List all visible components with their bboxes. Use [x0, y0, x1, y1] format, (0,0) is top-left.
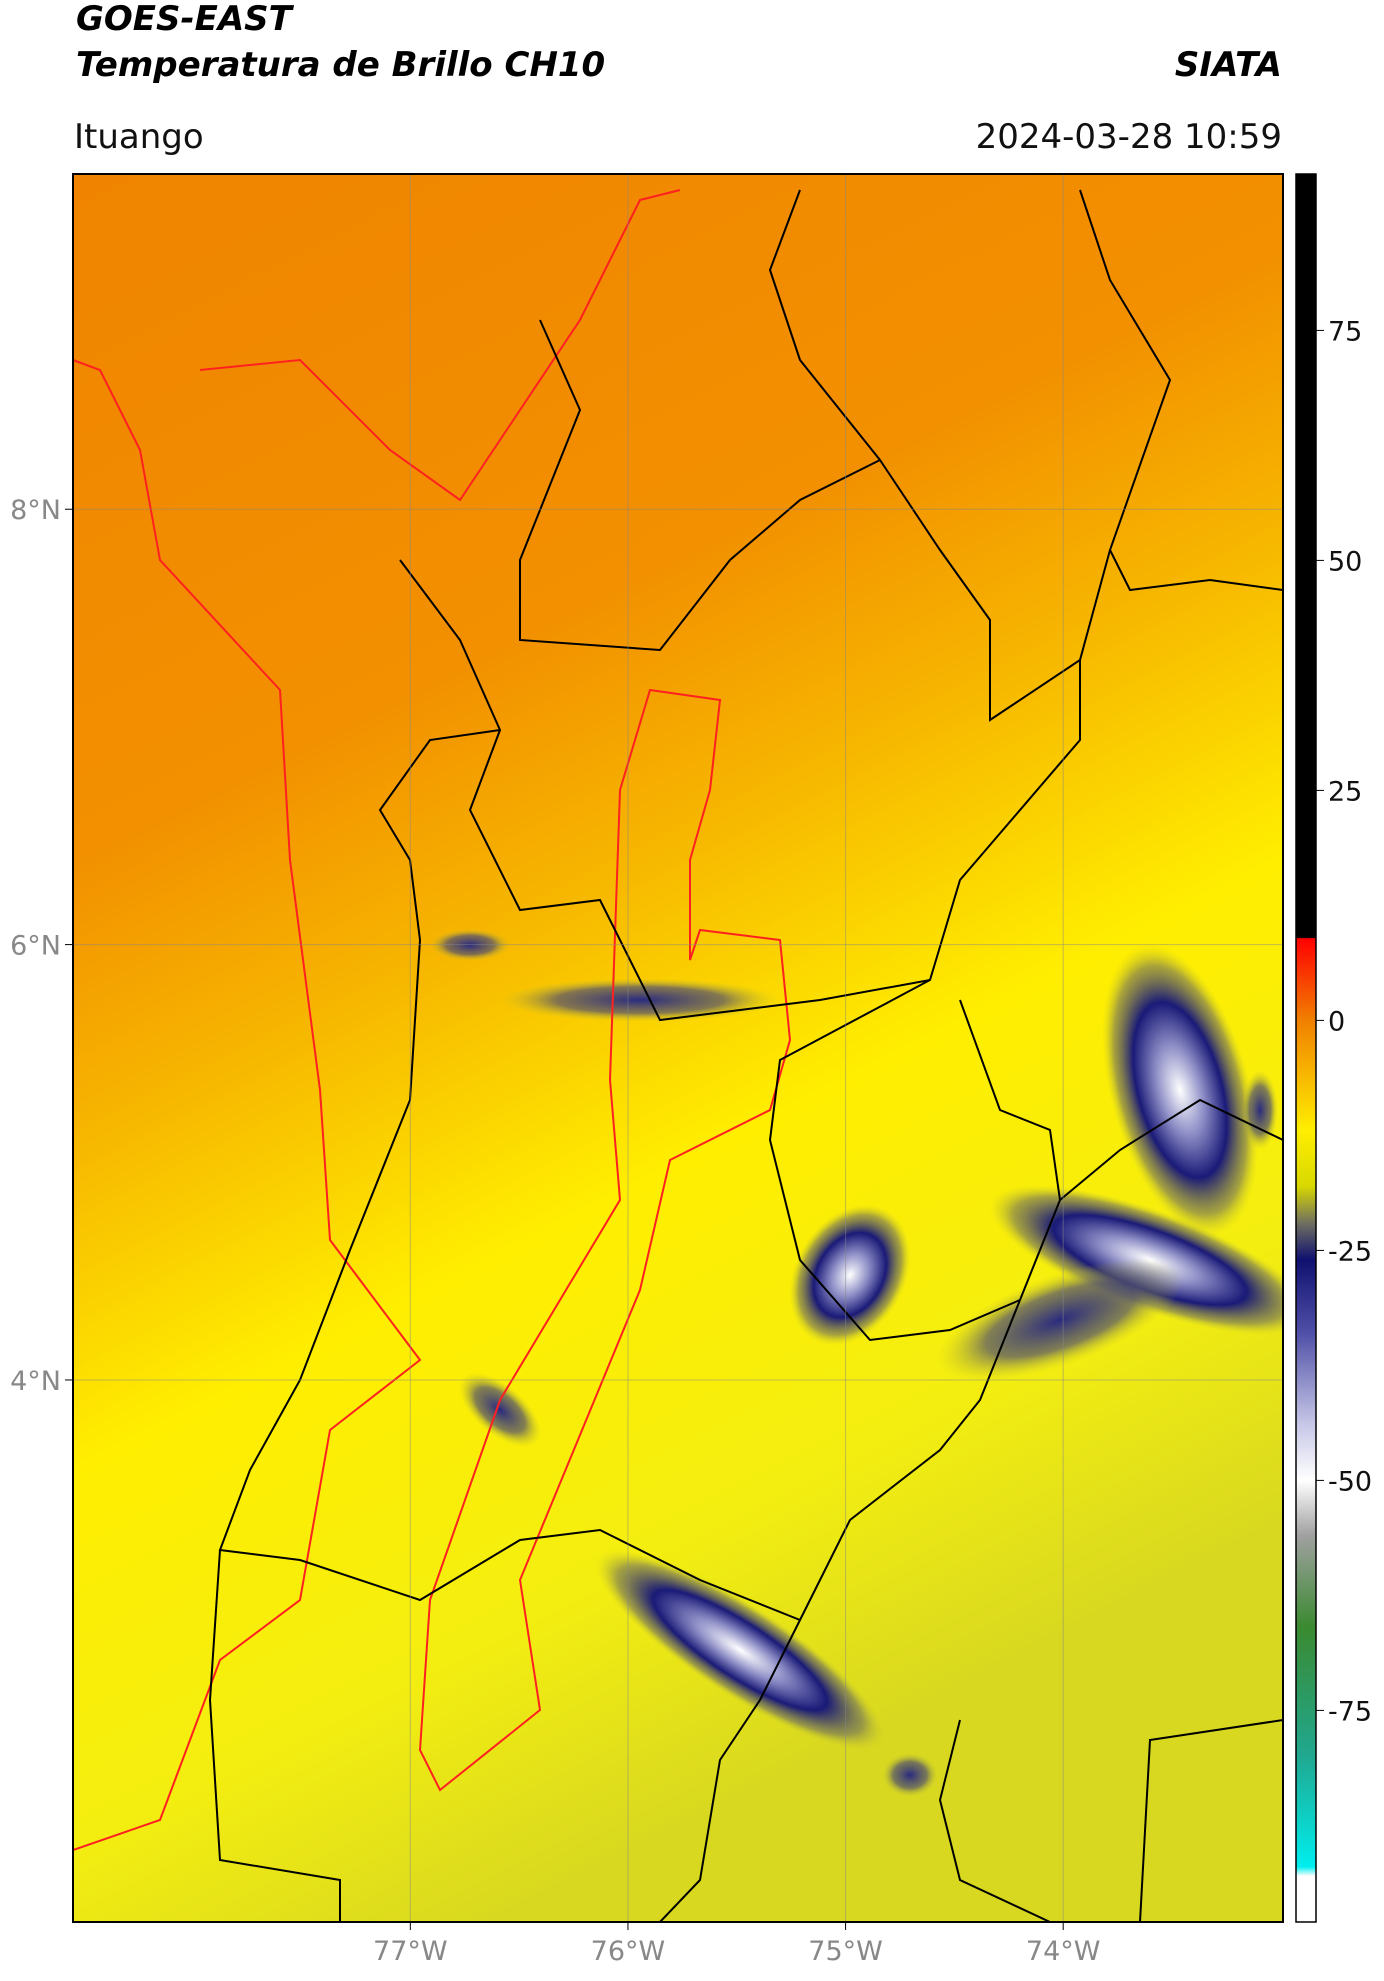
colorbar-tick-label: -50: [1328, 1466, 1372, 1497]
map-frame: [72, 173, 1284, 1923]
x-tick-label: 77°W: [373, 1936, 448, 1967]
cloud: [936, 1258, 1184, 1382]
subtitle: Temperatura de Brillo CH10: [76, 45, 605, 85]
coastline: [73, 189, 681, 1851]
source: SIATA: [1175, 45, 1282, 85]
cloud: [882, 1753, 938, 1797]
cloud: [1242, 1070, 1278, 1150]
x-tick-label: 74°W: [1026, 1936, 1101, 1967]
cloud: [595, 1550, 885, 1750]
basin-outline: [418, 688, 792, 1792]
colorbar-tick-label: -25: [1328, 1236, 1372, 1267]
title: GOES-EAST: [76, 0, 295, 39]
graticule: [73, 174, 1283, 1922]
x-tick-label: 75°W: [808, 1936, 883, 1967]
location: Ituango: [74, 117, 204, 157]
cloud: [500, 978, 780, 1022]
colorbar-tick-label: -75: [1328, 1696, 1372, 1727]
colorbar: [1295, 173, 1317, 1923]
map-image: [73, 174, 1283, 1922]
colorbar-tick-label: 50: [1328, 546, 1362, 577]
cloud: [1102, 943, 1258, 1237]
timestamp: 2024-03-28 10:59: [976, 117, 1282, 157]
colorbar-tick-label: 0: [1328, 1006, 1345, 1037]
admin-border: [208, 189, 1283, 1922]
y-tick-label: 4°N: [10, 1366, 61, 1397]
colorbar-tick-label: 75: [1328, 316, 1362, 347]
colorbar-tick-label: 25: [1328, 776, 1362, 807]
cloud: [789, 1204, 911, 1346]
y-tick-label: 8°N: [10, 495, 61, 526]
x-tick-label: 76°W: [591, 1936, 666, 1967]
cloud: [458, 1372, 542, 1448]
y-tick-label: 6°N: [10, 931, 61, 962]
